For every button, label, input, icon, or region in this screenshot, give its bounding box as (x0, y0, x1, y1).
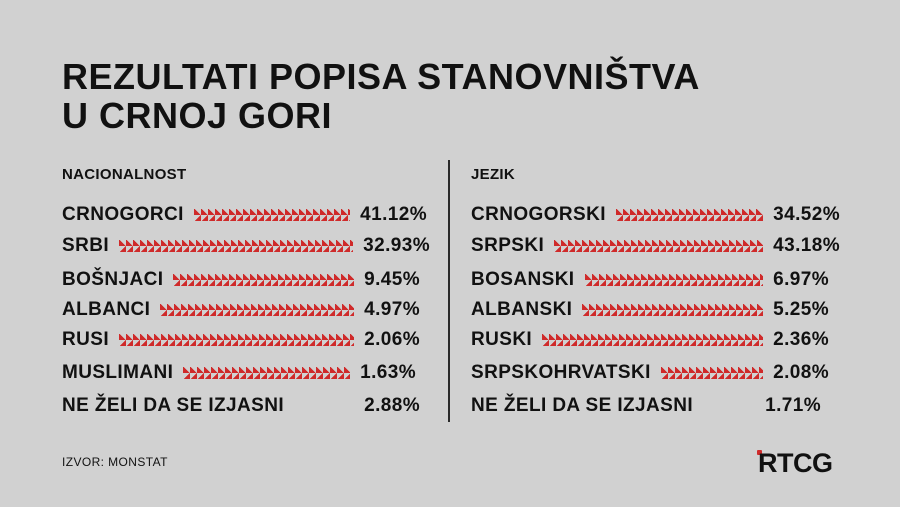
arrow-leader (119, 334, 355, 346)
row-label: BOSANSKI (471, 269, 575, 290)
column-divider (448, 160, 450, 422)
jezik-row-albanski: ALBANSKI 5.25% (471, 299, 829, 321)
rtcg-logo: RTCG (758, 448, 833, 478)
row-value: 2.06% (364, 329, 420, 350)
row-label: RUSKI (471, 329, 533, 350)
arrow-leader (542, 334, 764, 346)
nacionalnost-row-bosnjaci: BOŠNJACI 9.45% (62, 269, 420, 291)
arrow-leader (584, 274, 764, 286)
row-label: CRNOGORSKI (471, 204, 606, 225)
arrow-leader (660, 367, 764, 379)
row-value: 2.08% (773, 362, 829, 383)
jezik-row-ruski: RUSKI 2.36% (471, 329, 829, 351)
nacionalnost-row-crnogorci: CRNOGORCI 41.12% (62, 204, 427, 226)
source-note: IZVOR: MONSTAT (62, 455, 168, 469)
arrow-leader (173, 274, 355, 286)
row-value: 2.36% (773, 329, 829, 350)
arrow-leader (193, 209, 351, 221)
arrow-leader (615, 209, 764, 221)
title-line-2: U CRNOJ GORI (62, 95, 333, 136)
arrow-leader (119, 240, 354, 252)
jezik-row-srpski: SRPSKI 43.18% (471, 235, 840, 257)
row-label: SRPSKOHRVATSKI (471, 362, 651, 383)
jezik-row-crnogorski: CRNOGORSKI 34.52% (471, 204, 840, 226)
logo-accent-dot (757, 450, 762, 455)
nacionalnost-row-muslimani: MUSLIMANI 1.63% (62, 362, 416, 384)
arrow-leader (554, 240, 764, 252)
nacionalnost-heading: NACIONALNOST (62, 166, 187, 183)
row-label: MUSLIMANI (62, 362, 174, 383)
row-value: 43.18% (773, 235, 840, 256)
arrow-leader (183, 367, 351, 379)
nacionalnost-row-albanci: ALBANCI 4.97% (62, 299, 420, 321)
nacionalnost-row-ne-zeli: NE ŽELI DA SE IZJASNI 2.88% (62, 395, 420, 417)
row-label: RUSI (62, 329, 109, 350)
arrow-leader (160, 304, 355, 316)
row-value: 1.63% (360, 362, 416, 383)
row-label: SRBI (62, 235, 109, 256)
nacionalnost-row-rusi: RUSI 2.06% (62, 329, 420, 351)
row-label: ALBANCI (62, 299, 151, 320)
row-value: 1.71% (765, 395, 821, 416)
row-value: 5.25% (773, 299, 829, 320)
row-value: 4.97% (364, 299, 420, 320)
row-label: BOŠNJACI (62, 269, 164, 290)
jezik-heading: JEZIK (471, 166, 516, 183)
row-value: 32.93% (363, 235, 430, 256)
row-value: 2.88% (364, 395, 420, 416)
row-label: NE ŽELI DA SE IZJASNI (62, 395, 285, 416)
row-label: CRNOGORCI (62, 204, 184, 225)
row-value: 41.12% (360, 204, 427, 225)
jezik-row-ne-zeli: NE ŽELI DA SE IZJASNI 1.71% (471, 395, 821, 417)
row-label: ALBANSKI (471, 299, 573, 320)
row-label: SRPSKI (471, 235, 545, 256)
row-value: 9.45% (364, 269, 420, 290)
row-value: 34.52% (773, 204, 840, 225)
row-value: 6.97% (773, 269, 829, 290)
arrow-leader (582, 304, 764, 316)
jezik-row-srpskohrvatski: SRPSKOHRVATSKI 2.08% (471, 362, 829, 384)
nacionalnost-row-srbi: SRBI 32.93% (62, 235, 430, 257)
jezik-row-bosanski: BOSANSKI 6.97% (471, 269, 829, 291)
row-label: NE ŽELI DA SE IZJASNI (471, 395, 694, 416)
page-title: REZULTATI POPISA STANOVNIŠTVA U CRNOJ GO… (62, 57, 700, 135)
title-line-1: REZULTATI POPISA STANOVNIŠTVA (62, 56, 700, 97)
